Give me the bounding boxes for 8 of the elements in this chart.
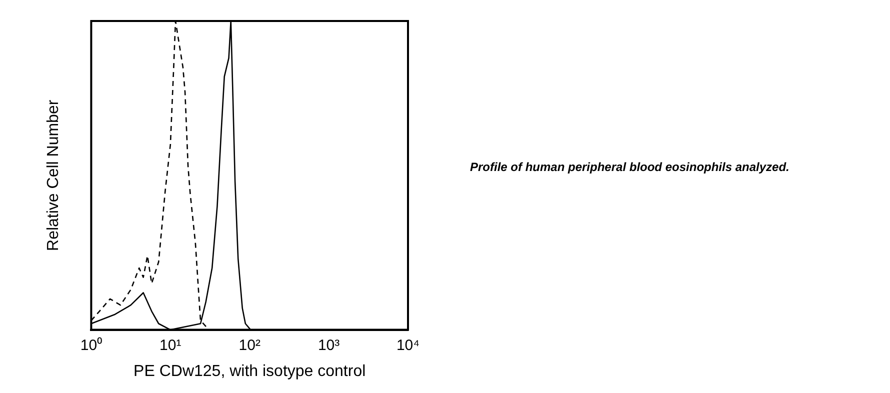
x-tick-label: 10⁰ bbox=[80, 336, 102, 354]
x-tick-label: 10² bbox=[238, 336, 260, 354]
x-tick-label: 10¹ bbox=[160, 336, 182, 354]
x-tick-label: 10³ bbox=[318, 336, 340, 354]
x-axis-title: PE CDw125, with isotype control bbox=[134, 362, 366, 380]
y-axis-title: Relative Cell Number bbox=[45, 99, 62, 251]
text: Profile of human peripheral blood eosinophils analyzed. bbox=[470, 160, 790, 174]
x-tick-label: 10⁴ bbox=[396, 336, 420, 354]
